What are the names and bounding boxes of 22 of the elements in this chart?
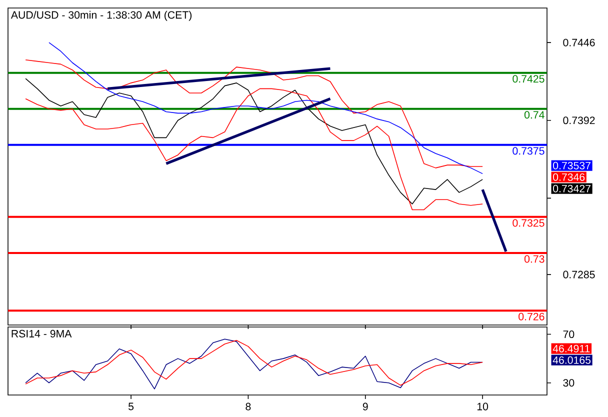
text: 0.7346 [553,173,585,181]
y-tick-label: 70 [563,330,574,338]
x-tick-label: 5 [128,402,134,410]
y-tick-label: 0.7392 [563,116,595,124]
text: 46.4911 [552,344,590,352]
y-tick-label: 0.7285 [563,270,595,278]
text: 0.73427 [553,184,590,192]
y-tick-label: 0.7446 [563,38,595,46]
text: 0.73537 [553,162,590,170]
chart-title: AUD/USD - 30min - 1:38:30 AM (CET) [10,10,192,21]
ref-line-label: 0.7375 [512,147,544,155]
chart-title: RSI14 - 9MA [12,330,72,338]
x-tick-label: 10 [477,402,488,410]
text: 46.0165 [552,356,591,364]
ref-line-label: 0.7425 [512,75,544,83]
ref-line-label: 0.7325 [512,219,544,227]
x-tick-label: 8 [246,402,251,410]
x-tick-label: 9 [362,402,368,410]
y-tick-label: 30 [563,379,574,387]
ref-line-label: 0.726 [518,312,544,320]
ref-line-label: 0.74 [524,111,544,119]
ref-line-label: 0.73 [524,255,544,263]
